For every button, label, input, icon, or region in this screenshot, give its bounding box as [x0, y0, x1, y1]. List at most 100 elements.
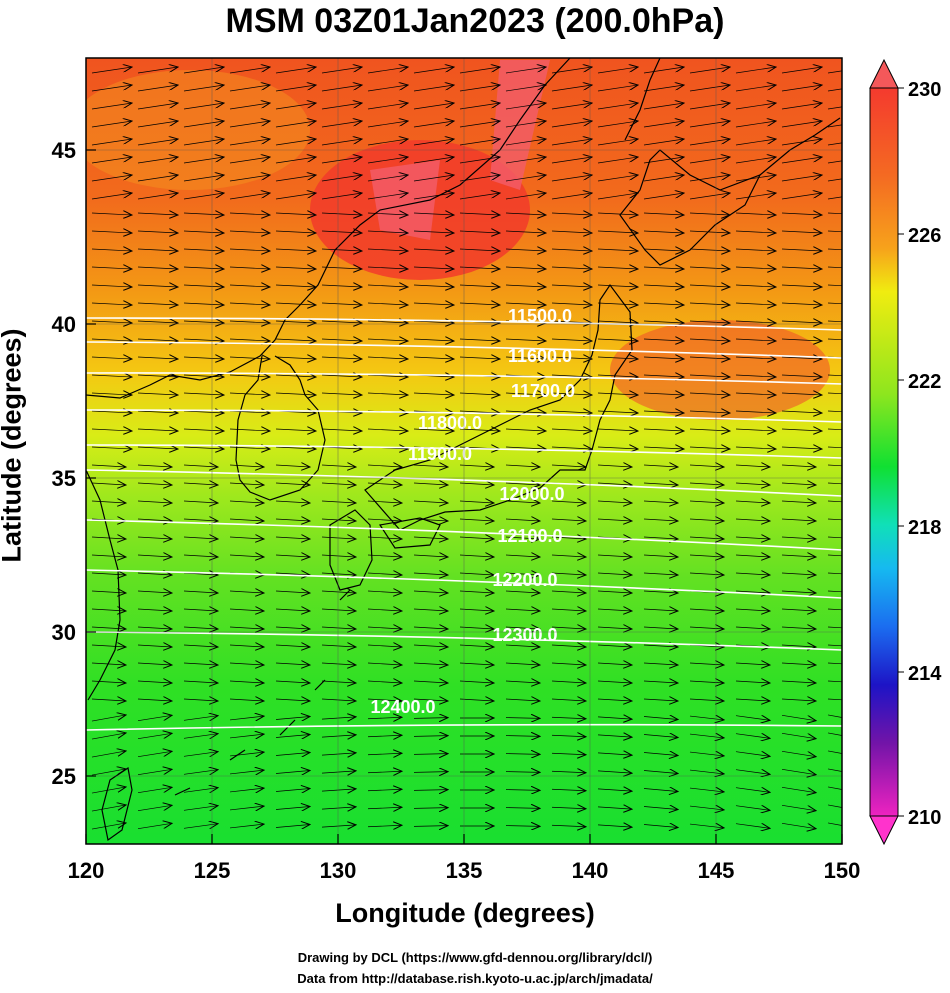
wind-arrow: [275, 591, 310, 593]
wind-arrow: [597, 67, 638, 74]
wind-vectors: [91, 67, 842, 829]
wind-arrow: [643, 303, 684, 305]
wind-arrow: [689, 67, 730, 74]
wind-arrow: [551, 609, 586, 611]
wind-arrow: [459, 175, 500, 182]
wind-arrow: [137, 285, 178, 287]
wind-arrow: [827, 124, 842, 128]
wind-arrow: [137, 555, 172, 557]
wind-arrow: [459, 157, 500, 164]
wind-arrow: [827, 482, 842, 485]
wind-arrow: [781, 555, 816, 557]
wind-arrow: [459, 681, 494, 683]
wind-arrow: [597, 735, 632, 737]
wind-arrow: [183, 393, 224, 395]
wind-arrow: [459, 627, 494, 629]
wind-arrow: [321, 465, 356, 467]
wind-arrow: [781, 663, 816, 665]
wind-arrow: [551, 213, 592, 215]
wind-arrow: [91, 393, 132, 395]
wind-arrow: [321, 103, 362, 110]
wind-arrow: [459, 339, 500, 341]
wind-arrow: [367, 465, 402, 467]
wind-arrow: [137, 231, 178, 233]
wind-arrow: [91, 805, 126, 812]
wind-arrow: [183, 752, 218, 757]
wind-arrow: [459, 121, 500, 128]
wind-arrow: [505, 285, 546, 287]
wind-arrow: [643, 716, 678, 719]
wind-arrow: [505, 483, 540, 485]
wind-arrow: [689, 716, 724, 720]
credit-drawing: Drawing by DCL (https://www.gfd-dennou.o…: [297, 950, 653, 965]
contour-line: [86, 317, 842, 331]
wind-arrow: [183, 303, 224, 305]
wind-arrow: [505, 357, 546, 359]
wind-arrow: [321, 501, 356, 503]
wind-arrow: [229, 699, 264, 701]
wind-arrow: [827, 374, 842, 377]
wind-arrow: [505, 175, 546, 182]
wind-arrow: [505, 573, 540, 575]
wind-arrow: [413, 573, 448, 575]
wind-arrow: [91, 175, 132, 182]
wind-arrow: [137, 483, 172, 485]
wind-arrow: [505, 645, 540, 647]
wind-arrow: [137, 733, 172, 740]
x-tick-label: 130: [320, 858, 357, 883]
wind-arrow: [91, 411, 132, 413]
wind-arrow: [91, 501, 126, 503]
wind-arrow: [827, 554, 842, 557]
contour-line: [86, 409, 842, 423]
wind-arrow: [321, 807, 356, 809]
wind-arrow: [505, 699, 540, 701]
wind-arrow: [551, 303, 592, 305]
wind-arrow: [229, 806, 264, 810]
wind-arrow: [643, 645, 678, 647]
wind-arrow: [91, 609, 126, 611]
wind-arrow: [643, 465, 678, 467]
wind-arrow: [367, 321, 408, 323]
contour-label: 11800.0: [418, 413, 482, 433]
wind-arrow: [321, 375, 362, 377]
x-tick-label: 145: [698, 858, 735, 883]
wind-arrow: [505, 519, 540, 521]
wind-arrow: [275, 447, 316, 449]
coastline-honshu: [364, 283, 633, 531]
wind-arrow: [321, 393, 362, 395]
wind-arrow: [597, 321, 638, 323]
wind-arrow: [321, 285, 362, 287]
wind-arrow: [597, 483, 632, 485]
wind-arrow: [781, 447, 822, 449]
wind-arrow: [551, 231, 592, 233]
wind-arrow: [229, 429, 270, 431]
x-tick-label: 150: [824, 858, 861, 883]
wind-arrow: [689, 121, 730, 128]
wind-arrow: [229, 663, 264, 665]
wind-arrow: [183, 175, 224, 182]
wind-arrow: [827, 662, 842, 665]
wind-arrow: [367, 807, 402, 809]
wind-arrow: [137, 139, 178, 146]
wind-arrow: [413, 249, 454, 251]
y-ticks: [86, 149, 96, 777]
wind-arrow: [735, 357, 776, 359]
wind-arrow: [735, 537, 770, 539]
wind-arrow: [459, 645, 494, 647]
wind-arrow: [459, 285, 500, 287]
contour-line: [86, 723, 842, 731]
wind-arrow: [597, 609, 632, 611]
wind-arrow: [91, 645, 126, 647]
wind-arrow: [781, 681, 816, 683]
wind-arrow: [505, 718, 540, 719]
wind-arrow: [597, 699, 632, 701]
wind-arrow: [689, 231, 730, 233]
wind-arrow: [91, 715, 126, 722]
wind-arrow: [229, 375, 270, 377]
wind-arrow: [229, 591, 264, 593]
wind-arrow: [367, 501, 402, 503]
wind-arrow: [597, 771, 632, 773]
wind-arrow: [275, 645, 310, 647]
wind-arrow: [459, 609, 494, 611]
wind-arrow: [367, 303, 408, 305]
